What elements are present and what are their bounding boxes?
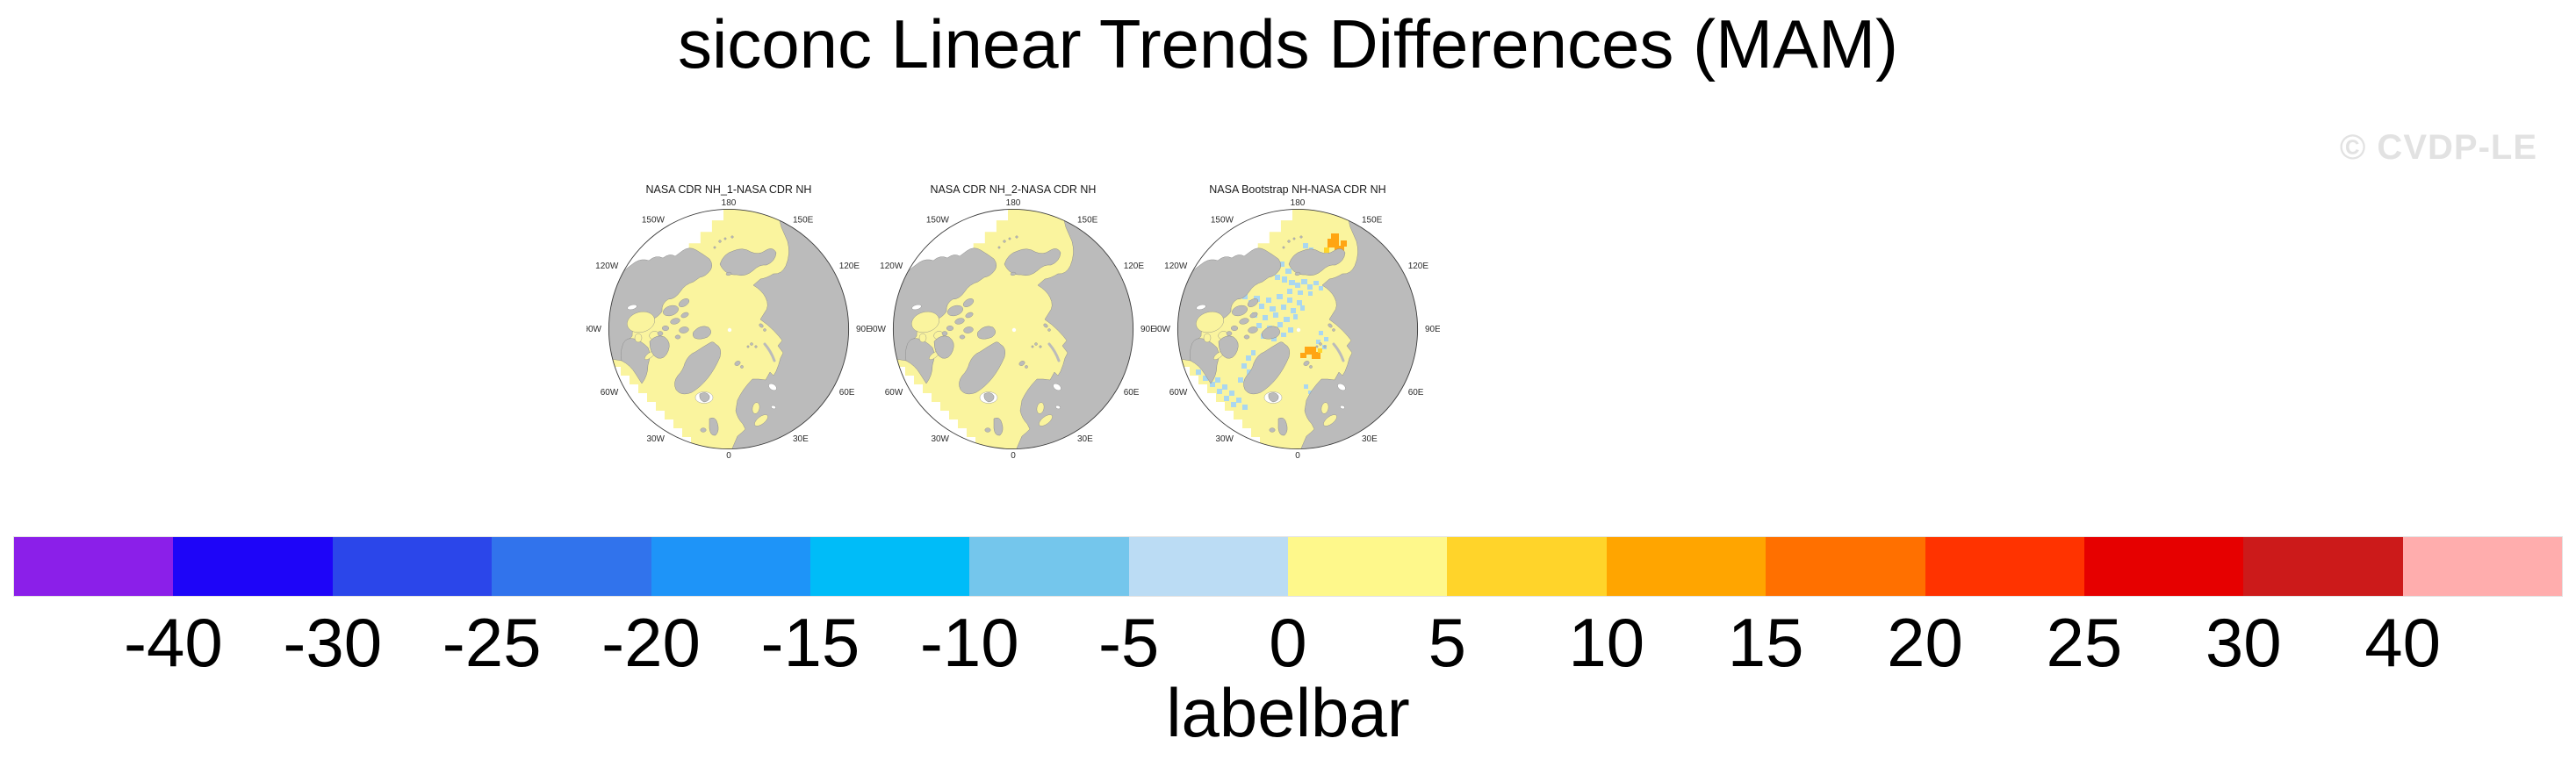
compass-label: 150E xyxy=(793,216,814,226)
compass-label: 180 xyxy=(1291,198,1306,208)
colorbar-segment xyxy=(14,537,174,596)
colorbar-tick-label: -15 xyxy=(760,604,860,681)
colorbar-segment xyxy=(1606,537,1767,596)
colorbar-tick-label: 40 xyxy=(2364,604,2442,681)
compass-label: 60E xyxy=(839,388,855,398)
colorbar-tick-label: 0 xyxy=(1269,604,1307,681)
compass-label: 150W xyxy=(926,216,950,226)
compass-label: 120W xyxy=(1164,262,1188,271)
colorbar-segment xyxy=(969,537,1129,596)
compass-label: 120W xyxy=(595,262,619,271)
compass-label: 90E xyxy=(856,325,871,334)
colorbar-segment xyxy=(1766,537,1925,596)
colorbar-segment xyxy=(809,537,970,596)
colorbar-tick-label: -25 xyxy=(442,604,542,681)
labelbar-colorbar xyxy=(13,536,2563,597)
map-panel-title: NASA Bootstrap NH-NASA CDR NH xyxy=(1209,183,1386,196)
colorbar-segment xyxy=(173,537,333,596)
compass-label: 90W xyxy=(871,325,887,334)
compass-label: 150W xyxy=(642,216,666,226)
colorbar-segment xyxy=(2402,537,2562,596)
compass-label: 90W xyxy=(1155,325,1171,334)
colorbar-tick-label: -20 xyxy=(601,604,701,681)
compass-label: 60W xyxy=(885,388,903,398)
colorbar-segment xyxy=(1925,537,2084,596)
colorbar-segment xyxy=(1447,537,1607,596)
compass-label: 90E xyxy=(1140,325,1155,334)
colorbar-tick-label: 15 xyxy=(1727,604,1804,681)
colorbar-segment xyxy=(2243,537,2403,596)
compass-label: 150W xyxy=(1211,216,1234,226)
colorbar-segment xyxy=(2083,537,2244,596)
colorbar-segment xyxy=(492,537,651,596)
compass-label: 180 xyxy=(722,198,737,208)
colorbar-tick-label: 5 xyxy=(1428,604,1467,681)
colorbar-tick-label: -10 xyxy=(919,604,1019,681)
colorbar-tick-label: -5 xyxy=(1097,604,1160,681)
compass-label: 30E xyxy=(1077,434,1093,444)
compass-label: 30W xyxy=(1215,434,1234,444)
compass-label: 90W xyxy=(586,325,602,334)
map-panel-2: NASA CDR NH_2-NASA CDR NH 180 150E 120E 90E… xyxy=(871,183,1155,461)
colorbar-tick-label: 30 xyxy=(2205,604,2282,681)
compass-label: 180 xyxy=(1006,198,1021,208)
compass-label: 120E xyxy=(1408,262,1429,271)
compass-label: 30W xyxy=(646,434,665,444)
colorbar-tick-label: -40 xyxy=(124,604,223,681)
figure-title: siconc Linear Trends Differences (MAM) xyxy=(677,5,1899,82)
colorbar-tick-label: 25 xyxy=(2046,604,2123,681)
map-panel-title: NASA CDR NH_1-NASA CDR NH xyxy=(645,183,812,196)
map-panel-title: NASA CDR NH_2-NASA CDR NH xyxy=(930,183,1097,196)
compass-label: 120W xyxy=(880,262,903,271)
colorbar-tick-label: 10 xyxy=(1568,604,1645,681)
cvdp-watermark: © CVDP-LE xyxy=(2339,128,2537,167)
map-panel-1: NASA CDR NH_1-NASA CDR NH 180 150E 120E 90E… xyxy=(586,183,871,461)
compass-label: 60E xyxy=(1124,388,1140,398)
compass-label: 90E xyxy=(1425,325,1440,334)
colorbar-segment xyxy=(651,537,810,596)
labelbar-caption: labelbar xyxy=(1166,674,1410,751)
compass-label: 60W xyxy=(601,388,619,398)
polar-map-nasa-cdr-nh-2: 180 150E 120E 90E 60E 30E 0 30W 60W 90W 120W 150W xyxy=(871,197,1155,461)
compass-label: 30E xyxy=(793,434,809,444)
colorbar-tick-label: 20 xyxy=(1887,604,1963,681)
compass-label: 0 xyxy=(1011,451,1016,461)
compass-label: 0 xyxy=(1295,451,1300,461)
colorbar-segment xyxy=(1288,537,1448,596)
compass-label: 30E xyxy=(1362,434,1378,444)
compass-label: 120E xyxy=(1124,262,1145,271)
compass-label: 120E xyxy=(839,262,860,271)
compass-label: 150E xyxy=(1077,216,1098,226)
compass-label: 150E xyxy=(1362,216,1383,226)
colorbar-segment xyxy=(332,537,493,596)
compass-label: 60E xyxy=(1408,388,1424,398)
polar-map-nasa-bootstrap-nh: 180 150E 120E 90E 60E 30E 0 30W 60W 90W 120W 150W xyxy=(1155,197,1440,461)
compass-label: 0 xyxy=(726,451,731,461)
polar-map-nasa-cdr-nh-1: 180 150E 120E 90E 60E 30E 0 30W 60W 90W 120W 150W xyxy=(586,197,871,461)
compass-label: 30W xyxy=(931,434,949,444)
compass-label: 60W xyxy=(1169,388,1188,398)
colorbar-segment xyxy=(1128,537,1288,596)
labelbar-tick-labels: -40 -30 -25 -20 -15 -10 -5 0 5 10 15 20 25 30 40 xyxy=(14,607,2562,678)
map-panel-3: NASA Bootstrap NH-NASA CDR NH 180 150E 120… xyxy=(1155,183,1440,461)
colorbar-tick-label: -30 xyxy=(283,604,383,681)
